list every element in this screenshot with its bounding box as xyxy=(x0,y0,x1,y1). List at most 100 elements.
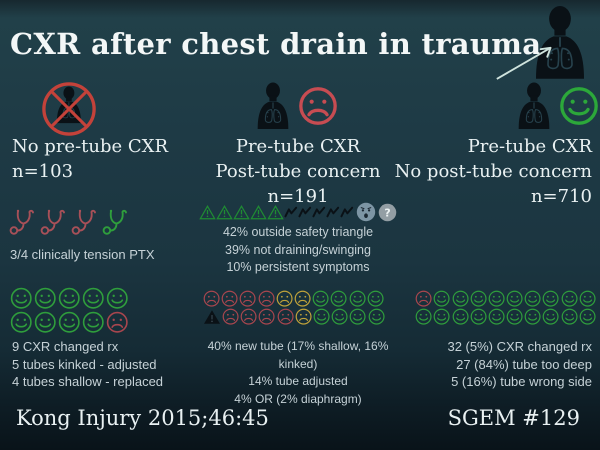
smile-green-icon xyxy=(506,290,523,307)
smile-green-icon xyxy=(330,290,347,307)
svg-text:?: ? xyxy=(384,206,390,219)
smile-green-icon xyxy=(367,290,384,307)
stat-line: 4 tubes shallow - replaced xyxy=(12,374,164,389)
smile-green-icon xyxy=(470,290,487,307)
column3-header: Pre-tube CXR No post-tube concern n=710 xyxy=(392,134,592,209)
body-icon xyxy=(252,82,294,129)
body-icon xyxy=(513,82,555,129)
frown-red-icon xyxy=(221,290,238,307)
column2-stats: 40% new tube (17% shallow, 16% kinked) 1… xyxy=(188,338,408,408)
arrow-icon xyxy=(494,40,560,82)
smile-green-icon xyxy=(561,308,578,325)
page-title: CXR after chest drain in trauma xyxy=(10,27,542,62)
smile-green-icon xyxy=(488,308,505,325)
column-n-count: n=191 xyxy=(267,186,329,207)
smile-green-icon xyxy=(579,308,596,325)
face-distress-icon xyxy=(354,202,376,222)
frown-red-icon xyxy=(222,308,239,325)
smile-green-icon xyxy=(34,287,57,310)
zigzag-icon xyxy=(312,206,326,218)
smile-green-icon xyxy=(488,290,505,307)
smile-green-icon xyxy=(470,308,487,325)
stat-line: 40% new tube (17% shallow, 16% kinked) xyxy=(207,339,389,371)
warn-icon xyxy=(267,204,284,220)
zigzag-icon xyxy=(326,206,340,218)
smile-green-icon xyxy=(579,290,596,307)
smile-green-icon xyxy=(34,311,57,334)
smile-circle-green-icon xyxy=(559,86,599,126)
column3-stats: 32 (5%) CXR changed rx 27 (84%) tube too… xyxy=(392,338,592,391)
frown-red-icon xyxy=(258,308,275,325)
column-header-line: Post-tube concern xyxy=(215,161,381,182)
smile-green-icon xyxy=(452,290,469,307)
stethoscope-icons xyxy=(8,208,131,236)
frown-yellow-icon xyxy=(295,308,312,325)
zigzag-icon xyxy=(284,206,298,218)
smile-green-icon xyxy=(368,308,385,325)
smile-green-icon xyxy=(433,290,450,307)
body-and-sad-face-icons xyxy=(252,82,338,129)
hero-body-lungs-icon xyxy=(528,4,592,80)
column1-header: No pre-tube CXR n=103 xyxy=(12,134,168,184)
frown-circle-red-icon xyxy=(298,86,338,126)
column2-outcome-faces-grid xyxy=(203,290,385,326)
column3-outcome-faces-grid xyxy=(415,290,596,326)
smile-green-icon xyxy=(313,308,330,325)
smile-green-icon xyxy=(10,287,33,310)
episode-number: SGEM #129 xyxy=(447,406,580,430)
column-n-count: n=710 xyxy=(530,186,592,207)
smile-green-icon xyxy=(542,308,560,325)
column1-stats: 9 CXR changed rx 5 tubes kinked - adjust… xyxy=(12,338,163,391)
frown-red-icon xyxy=(415,290,432,307)
warn-icon xyxy=(199,204,216,220)
concern-stats: 42% outside safety triangle 39% not drai… xyxy=(186,224,410,277)
smile-green-icon xyxy=(82,311,105,334)
smile-green-icon xyxy=(433,308,450,325)
body-crossed-icon xyxy=(40,80,98,138)
tension-ptx-caption: 3/4 clinically tension PTX xyxy=(10,247,155,262)
stat-line: 4% OR (2% diaphragm) xyxy=(234,391,362,406)
frown-red-icon xyxy=(240,308,257,325)
smile-green-icon xyxy=(561,290,578,307)
steth-red-icon xyxy=(8,208,38,236)
frown-yellow-icon xyxy=(294,290,311,307)
column-n-count: n=103 xyxy=(12,161,74,182)
stat-line: 10% persistent symptoms xyxy=(226,260,370,274)
column1-outcome-faces-grid xyxy=(10,287,129,334)
column-header-line: No post-tube concern xyxy=(394,161,592,182)
smile-green-icon xyxy=(452,308,469,325)
smile-green-icon xyxy=(331,308,348,325)
stat-line: 9 CXR changed rx xyxy=(12,339,119,354)
smile-green-icon xyxy=(82,287,105,310)
smile-green-icon xyxy=(524,290,541,307)
zigzag-icon xyxy=(340,206,354,218)
tri-black-icon xyxy=(203,309,221,325)
stat-line: 32 (5%) CXR changed rx xyxy=(447,339,592,354)
stat-line: 27 (84%) tube too deep xyxy=(456,356,592,372)
steth-red-icon xyxy=(39,208,69,236)
steth-green-icon xyxy=(101,208,131,236)
smile-green-icon xyxy=(312,290,329,307)
warn-icon xyxy=(233,204,250,220)
steth-red-icon xyxy=(70,208,100,236)
zigzag-icon xyxy=(298,206,312,218)
frown-red-icon xyxy=(258,290,275,307)
smile-green-icon xyxy=(542,290,560,307)
stat-line: 14% tube adjusted xyxy=(248,374,348,388)
no-cxr-crossed-icon xyxy=(40,80,98,138)
smile-green-icon xyxy=(58,311,81,334)
smile-green-icon xyxy=(506,308,523,325)
body-icon xyxy=(528,4,592,80)
frown-red-icon xyxy=(239,290,256,307)
face-question-icon: ? xyxy=(376,203,397,222)
stat-line: 42% outside safety triangle xyxy=(222,225,374,239)
smile-green-icon xyxy=(524,308,541,325)
warning-zigzag-face-icons: ? xyxy=(199,202,397,222)
column2-header: Pre-tube CXR Post-tube concern n=191 xyxy=(198,134,398,209)
arrow-icon xyxy=(494,40,560,82)
smile-green-icon xyxy=(415,308,432,325)
column-header-line: Pre-tube CXR xyxy=(235,136,361,157)
smile-green-icon xyxy=(106,287,129,310)
frown-red-icon xyxy=(203,290,220,307)
